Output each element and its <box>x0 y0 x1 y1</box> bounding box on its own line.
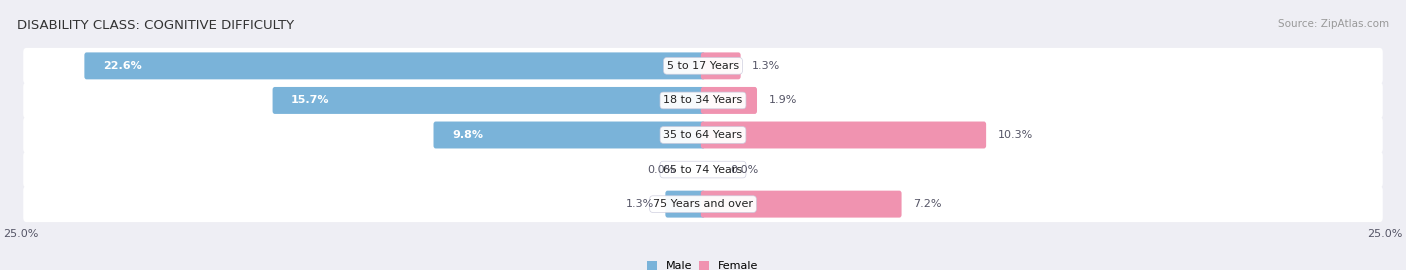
FancyBboxPatch shape <box>433 122 706 148</box>
FancyBboxPatch shape <box>84 52 706 79</box>
Text: Source: ZipAtlas.com: Source: ZipAtlas.com <box>1278 19 1389 29</box>
FancyBboxPatch shape <box>665 191 706 218</box>
FancyBboxPatch shape <box>24 48 1382 84</box>
Text: 22.6%: 22.6% <box>103 61 142 71</box>
Text: 75 Years and over: 75 Years and over <box>652 199 754 209</box>
Legend: Male, Female: Male, Female <box>647 261 759 270</box>
FancyBboxPatch shape <box>700 122 986 148</box>
Text: 18 to 34 Years: 18 to 34 Years <box>664 95 742 106</box>
Text: DISABILITY CLASS: COGNITIVE DIFFICULTY: DISABILITY CLASS: COGNITIVE DIFFICULTY <box>17 19 294 32</box>
FancyBboxPatch shape <box>24 117 1382 153</box>
Text: 1.3%: 1.3% <box>626 199 654 209</box>
Text: 1.9%: 1.9% <box>769 95 797 106</box>
Text: 65 to 74 Years: 65 to 74 Years <box>664 164 742 175</box>
Text: 1.3%: 1.3% <box>752 61 780 71</box>
Text: 35 to 64 Years: 35 to 64 Years <box>664 130 742 140</box>
Text: 7.2%: 7.2% <box>912 199 942 209</box>
Text: 10.3%: 10.3% <box>998 130 1033 140</box>
Text: 9.8%: 9.8% <box>453 130 484 140</box>
FancyBboxPatch shape <box>24 186 1382 222</box>
FancyBboxPatch shape <box>700 87 756 114</box>
FancyBboxPatch shape <box>24 151 1382 188</box>
Text: 0.0%: 0.0% <box>648 164 676 175</box>
FancyBboxPatch shape <box>700 191 901 218</box>
FancyBboxPatch shape <box>24 82 1382 119</box>
FancyBboxPatch shape <box>273 87 706 114</box>
Text: 0.0%: 0.0% <box>730 164 758 175</box>
Text: 5 to 17 Years: 5 to 17 Years <box>666 61 740 71</box>
FancyBboxPatch shape <box>700 52 741 79</box>
Text: 15.7%: 15.7% <box>291 95 329 106</box>
